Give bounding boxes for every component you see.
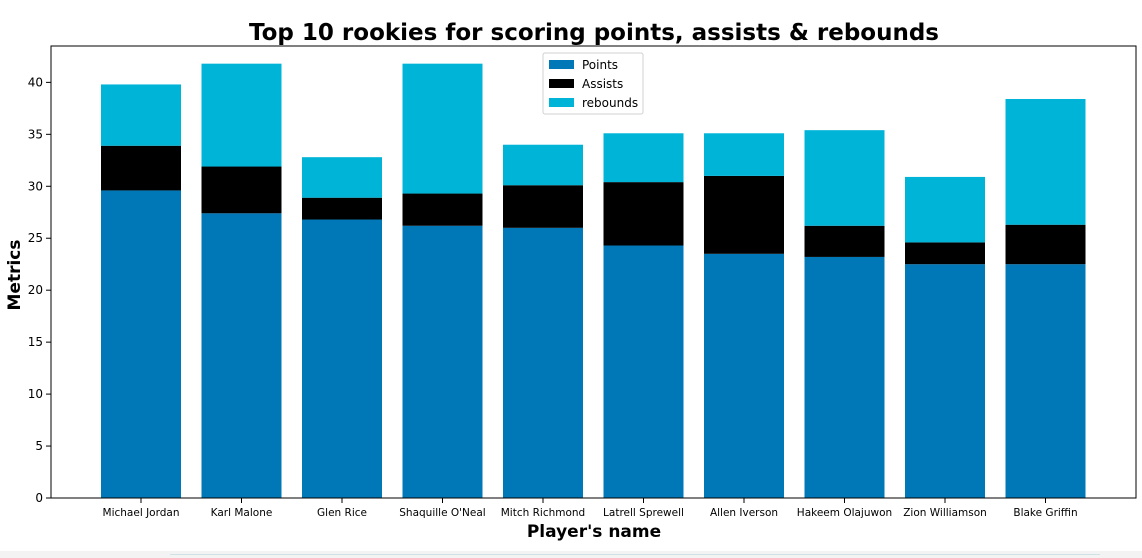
bar-assists-4 bbox=[503, 185, 583, 228]
bar-rebounds-0 bbox=[101, 84, 181, 146]
bar-assists-0 bbox=[101, 145, 181, 191]
y-tick-label: 35 bbox=[28, 127, 43, 141]
bar-assists-5 bbox=[603, 182, 684, 246]
y-tick-label: 5 bbox=[35, 439, 43, 453]
bar-assists-7 bbox=[804, 225, 885, 257]
bar-rebounds-7 bbox=[804, 130, 885, 226]
x-tick-label: Shaquille O'Neal bbox=[399, 507, 485, 519]
x-tick-label: Karl Malone bbox=[211, 507, 273, 519]
bar-rebounds-9 bbox=[1005, 98, 1086, 225]
legend-label-assists: Assists bbox=[582, 77, 623, 91]
y-axis: 0 5 10 15 20 25 30 35 40 bbox=[28, 75, 51, 505]
legend-swatch-rebounds bbox=[549, 98, 574, 107]
bar-rebounds-1 bbox=[201, 63, 282, 167]
bar-rebounds-4 bbox=[503, 144, 583, 186]
legend-swatch-points bbox=[549, 60, 574, 69]
x-tick-label: Michael Jordan bbox=[103, 507, 180, 519]
bar-assists-1 bbox=[201, 166, 282, 214]
bar-points-2 bbox=[302, 219, 382, 499]
legend-label-rebounds: rebounds bbox=[582, 96, 638, 110]
bar-points-8 bbox=[905, 264, 985, 498]
bar-layer bbox=[101, 63, 1086, 499]
bar-rebounds-8 bbox=[905, 176, 985, 243]
x-axis: Michael Jordan Karl Malone Glen Rice Shaqui… bbox=[103, 498, 1078, 519]
legend-label-points: Points bbox=[582, 58, 618, 72]
y-tick-label: 15 bbox=[28, 335, 43, 349]
y-tick-label: 20 bbox=[28, 283, 43, 297]
bar-assists-8 bbox=[905, 242, 985, 265]
bar-points-5 bbox=[603, 245, 684, 498]
bar-rebounds-3 bbox=[402, 63, 483, 194]
x-tick-label: Allen Iverson bbox=[710, 507, 778, 519]
bar-points-9 bbox=[1005, 264, 1086, 498]
legend-swatch-assists bbox=[549, 79, 574, 88]
x-tick-label: Blake Griffin bbox=[1013, 507, 1077, 519]
y-tick-label: 30 bbox=[28, 179, 43, 193]
bar-points-7 bbox=[804, 256, 885, 498]
bar-rebounds-2 bbox=[302, 157, 382, 198]
bar-points-6 bbox=[704, 253, 784, 498]
x-tick-label: Hakeem Olajuwon bbox=[797, 507, 892, 519]
y-tick-label: 40 bbox=[28, 75, 43, 89]
bar-assists-3 bbox=[402, 193, 483, 226]
x-tick-label: Mitch Richmond bbox=[501, 507, 585, 519]
bar-rebounds-5 bbox=[603, 133, 684, 183]
y-axis-label: Metrics bbox=[5, 240, 25, 311]
y-tick-label: 10 bbox=[28, 387, 43, 401]
y-tick-label: 25 bbox=[28, 231, 43, 245]
bar-assists-6 bbox=[704, 175, 784, 254]
bar-points-0 bbox=[101, 190, 181, 498]
x-tick-label: Zion Williamson bbox=[903, 507, 987, 519]
x-tick-label: Latrell Sprewell bbox=[603, 507, 684, 519]
x-axis-label: Player's name bbox=[527, 522, 661, 542]
bar-assists-2 bbox=[302, 197, 382, 220]
bar-assists-9 bbox=[1005, 224, 1086, 265]
plot-frame bbox=[50, 45, 1137, 499]
bottom-strip bbox=[0, 551, 1142, 558]
bar-points-4 bbox=[503, 227, 583, 498]
divider bbox=[170, 554, 1100, 555]
legend: Points Assists rebounds bbox=[542, 52, 644, 115]
x-tick-label: Glen Rice bbox=[317, 507, 367, 519]
y-tick-label: 0 bbox=[35, 491, 43, 505]
bar-rebounds-6 bbox=[704, 133, 784, 176]
bar-points-1 bbox=[201, 213, 282, 499]
chart-title: Top 10 rookies for scoring points, assis… bbox=[249, 20, 939, 46]
bar-points-3 bbox=[402, 225, 483, 498]
